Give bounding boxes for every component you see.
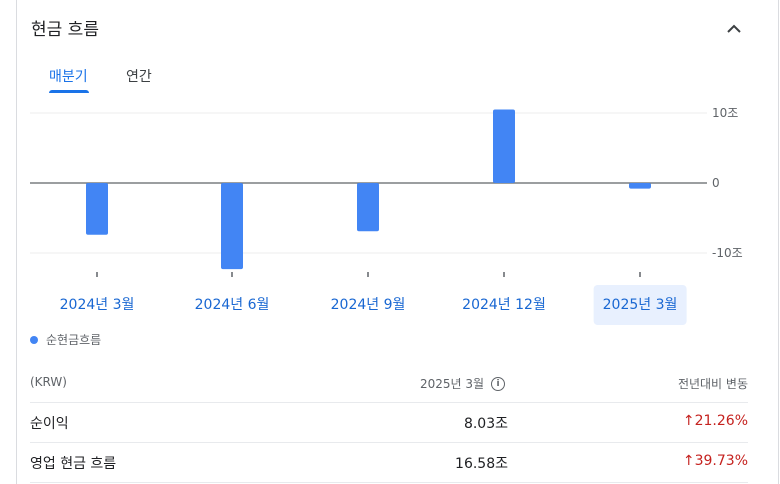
divider (30, 442, 748, 443)
cash-flow-card (16, 0, 779, 484)
info-icon[interactable]: i (491, 376, 506, 391)
row-operating-cash-flow-label: 영업 현금 흐름 (30, 456, 117, 472)
tab-selected-indicator (49, 90, 89, 93)
bar[interactable] (493, 109, 515, 184)
current-period-label: 2025년 3월 (420, 377, 485, 391)
x-category-button[interactable]: 2024년 9월 (330, 297, 406, 313)
divider (30, 482, 748, 483)
bar[interactable] (221, 183, 243, 270)
bar[interactable] (357, 183, 379, 232)
row-net-income-label: 순이익 (30, 416, 69, 432)
tab-annual[interactable]: 연간 (126, 69, 152, 85)
chevron-up-icon (727, 24, 741, 33)
y-tick-label: 10조 (712, 106, 738, 120)
bar[interactable] (86, 183, 108, 235)
y-tick-label: 0 (712, 176, 720, 190)
row-net-income-value: 8.03조 (463, 416, 508, 432)
legend-label: 순현금흐름 (46, 333, 102, 347)
arrow-up-icon: ↑ (682, 413, 695, 429)
x-category-button[interactable]: 2024년 3월 (59, 297, 135, 313)
collapse-button[interactable] (720, 14, 748, 42)
x-category-button[interactable]: 2024년 12월 (462, 297, 546, 313)
divider (30, 402, 748, 403)
currency-label: (KRW) (30, 375, 67, 389)
card-title: 현금 흐름 (31, 20, 99, 40)
x-category-button[interactable]: 2024년 6월 (194, 297, 270, 313)
legend-dot (30, 335, 38, 344)
current-period-header: 2025년 3월 i (420, 375, 506, 392)
cash-flow-chart: 10조 0 -10조 (30, 106, 743, 277)
bar[interactable] (629, 183, 651, 189)
y-tick-label: -10조 (712, 246, 743, 260)
chart-legend: 순현금흐름 (30, 331, 101, 348)
change-header: 전년대비 변동 (677, 377, 748, 391)
x-category-button[interactable]: 2025년 3월 (593, 285, 687, 325)
row-operating-cash-flow-change: ↑39.73% (682, 453, 748, 469)
row-net-income-change: ↑21.26% (682, 413, 748, 429)
arrow-up-icon: ↑ (682, 453, 695, 469)
tab-quarterly[interactable]: 매분기 (49, 69, 88, 85)
row-operating-cash-flow-value: 16.58조 (455, 456, 508, 472)
